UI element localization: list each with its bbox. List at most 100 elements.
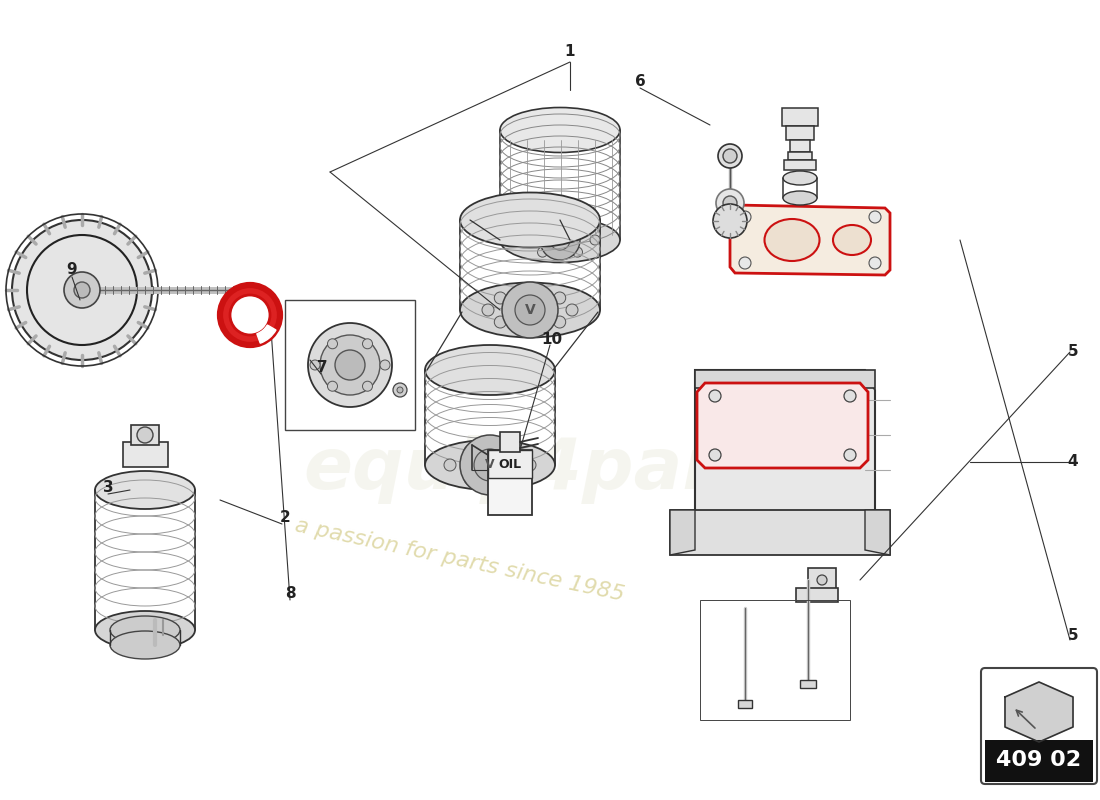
Text: equip4parts: equip4parts — [304, 435, 796, 505]
Circle shape — [524, 459, 536, 471]
Text: 8: 8 — [285, 586, 295, 602]
Circle shape — [572, 247, 583, 257]
Bar — [782, 108, 818, 126]
Circle shape — [502, 282, 558, 338]
Circle shape — [718, 144, 743, 168]
Circle shape — [397, 387, 403, 393]
Circle shape — [74, 282, 90, 298]
Bar — [800, 680, 816, 688]
Circle shape — [12, 220, 152, 360]
Circle shape — [730, 396, 774, 440]
Circle shape — [515, 295, 544, 325]
Circle shape — [64, 272, 100, 308]
Wedge shape — [256, 325, 276, 343]
Circle shape — [138, 427, 153, 443]
Bar — [788, 152, 812, 160]
Ellipse shape — [460, 193, 600, 247]
Ellipse shape — [500, 107, 620, 153]
Circle shape — [460, 435, 520, 495]
Circle shape — [538, 223, 548, 233]
Bar — [131, 425, 160, 445]
Bar — [500, 432, 520, 452]
Ellipse shape — [425, 345, 556, 395]
Bar — [796, 588, 838, 602]
Circle shape — [482, 304, 494, 316]
Polygon shape — [697, 383, 868, 468]
Circle shape — [320, 335, 379, 395]
Text: V: V — [525, 303, 536, 317]
Circle shape — [520, 235, 530, 245]
Ellipse shape — [425, 440, 556, 490]
Bar — [795, 390, 833, 445]
Circle shape — [738, 404, 766, 432]
Bar — [738, 700, 752, 708]
Circle shape — [739, 257, 751, 269]
Text: a passion for parts since 1985: a passion for parts since 1985 — [294, 515, 627, 605]
Circle shape — [553, 292, 565, 304]
Circle shape — [310, 360, 320, 370]
Circle shape — [328, 382, 338, 391]
Polygon shape — [670, 510, 695, 555]
Circle shape — [553, 316, 565, 328]
Circle shape — [710, 390, 720, 402]
Bar — [715, 390, 790, 445]
Circle shape — [538, 247, 548, 257]
Bar — [488, 450, 532, 515]
Ellipse shape — [783, 171, 817, 185]
Bar — [984, 740, 1093, 782]
Bar — [670, 510, 890, 555]
Circle shape — [869, 211, 881, 223]
Circle shape — [363, 338, 373, 349]
Circle shape — [524, 321, 536, 333]
Polygon shape — [1005, 682, 1072, 742]
Circle shape — [723, 196, 737, 210]
Ellipse shape — [95, 471, 195, 509]
Ellipse shape — [460, 282, 600, 338]
Circle shape — [723, 149, 737, 163]
Circle shape — [524, 287, 536, 299]
Text: 7: 7 — [317, 361, 328, 375]
Bar — [786, 126, 814, 140]
Polygon shape — [695, 370, 875, 550]
Bar — [700, 600, 850, 720]
Circle shape — [844, 390, 856, 402]
Circle shape — [572, 223, 583, 233]
Circle shape — [379, 360, 390, 370]
Circle shape — [710, 449, 720, 461]
Text: 1: 1 — [564, 45, 575, 59]
Circle shape — [540, 220, 580, 260]
Text: 5: 5 — [1068, 627, 1078, 642]
Circle shape — [550, 230, 570, 250]
Circle shape — [444, 459, 456, 471]
Circle shape — [739, 211, 751, 223]
Circle shape — [308, 323, 392, 407]
Text: OIL: OIL — [498, 458, 521, 470]
Circle shape — [464, 445, 476, 457]
FancyBboxPatch shape — [981, 668, 1097, 784]
Text: 5: 5 — [1068, 345, 1078, 359]
Text: 10: 10 — [541, 333, 562, 347]
Circle shape — [800, 404, 828, 432]
Polygon shape — [865, 510, 890, 555]
Circle shape — [328, 338, 338, 349]
Circle shape — [716, 189, 744, 217]
Bar — [123, 442, 168, 467]
Circle shape — [504, 473, 516, 485]
Text: 2: 2 — [279, 510, 290, 526]
Ellipse shape — [95, 611, 195, 649]
Circle shape — [474, 449, 506, 481]
Bar — [808, 568, 836, 596]
Text: 4: 4 — [1068, 454, 1078, 470]
Ellipse shape — [500, 218, 620, 262]
Circle shape — [869, 257, 881, 269]
Bar — [488, 450, 532, 478]
Ellipse shape — [783, 191, 817, 205]
Ellipse shape — [110, 616, 180, 644]
Ellipse shape — [833, 225, 871, 255]
Circle shape — [504, 445, 516, 457]
Text: 409 02: 409 02 — [997, 750, 1081, 770]
Polygon shape — [730, 205, 890, 275]
Circle shape — [566, 304, 578, 316]
Circle shape — [713, 204, 747, 238]
Ellipse shape — [110, 631, 180, 659]
